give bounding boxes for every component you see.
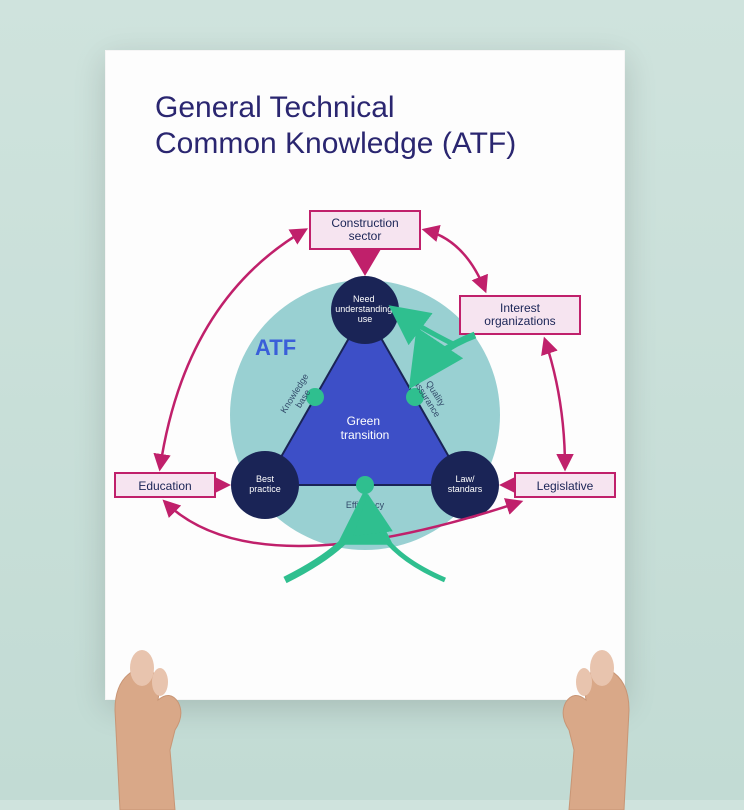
svg-text:Education: Education: [138, 479, 191, 493]
box-construction: Constructionsector: [310, 211, 420, 276]
box-education: Education: [115, 473, 231, 497]
atf-label: ATF: [255, 335, 296, 360]
box-legislative: Legislative: [499, 473, 615, 497]
svg-text:Legislative: Legislative: [537, 479, 594, 493]
hand-illustration: [60, 590, 210, 810]
edge-dot: [356, 476, 374, 494]
box-interest: Interestorganizations: [460, 296, 580, 334]
node-right: Law/standars: [431, 451, 499, 519]
arrow-pink: [425, 230, 485, 290]
center-label: Green transition: [341, 414, 390, 442]
atf-diagram: ATF Green transition Knowledgebase Quali…: [105, 190, 625, 650]
diagram-title: General TechnicalCommon Knowledge (ATF): [155, 90, 516, 162]
node-top: Need understanding use: [331, 276, 399, 344]
arrow-pink: [545, 340, 565, 468]
hand-illustration: [534, 590, 684, 810]
node-left: Bestpractice: [231, 451, 299, 519]
